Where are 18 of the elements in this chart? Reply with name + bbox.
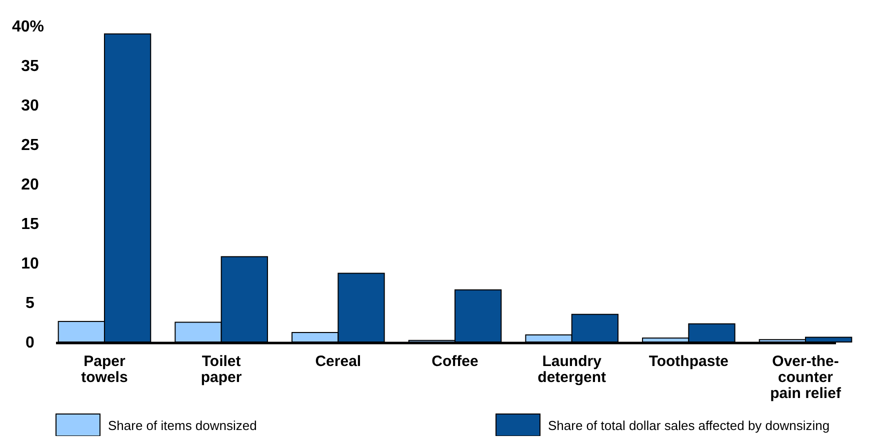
x-tick-label: Toilet paper: [200, 353, 242, 386]
legend-label: Share of items downsized: [108, 418, 257, 433]
y-tick-label: 0: [26, 334, 35, 352]
x-tick-label: Paper towels: [81, 353, 128, 386]
x-tick-label: Toothpaste: [648, 353, 729, 370]
x-tick-label: Coffee: [432, 353, 478, 370]
y-tick-label: 5: [26, 295, 35, 312]
y-tick-label: 20: [21, 176, 39, 194]
legend-label: Share of total dollar sales affected by downsizing: [548, 418, 830, 433]
y-tick-label: 35: [21, 58, 39, 76]
y-tick-label: 10: [21, 256, 39, 273]
x-tick-label: Laundry detergent: [538, 353, 606, 386]
y-tick-label: 15: [21, 216, 39, 234]
y-tick-label: 25: [21, 137, 39, 154]
x-tick-label: Cereal: [315, 353, 362, 370]
x-tick-label: Over-the-counter pain relief: [770, 353, 842, 402]
y-tick-label: 30: [21, 98, 39, 115]
y-tick-label: 40%: [12, 18, 44, 36]
